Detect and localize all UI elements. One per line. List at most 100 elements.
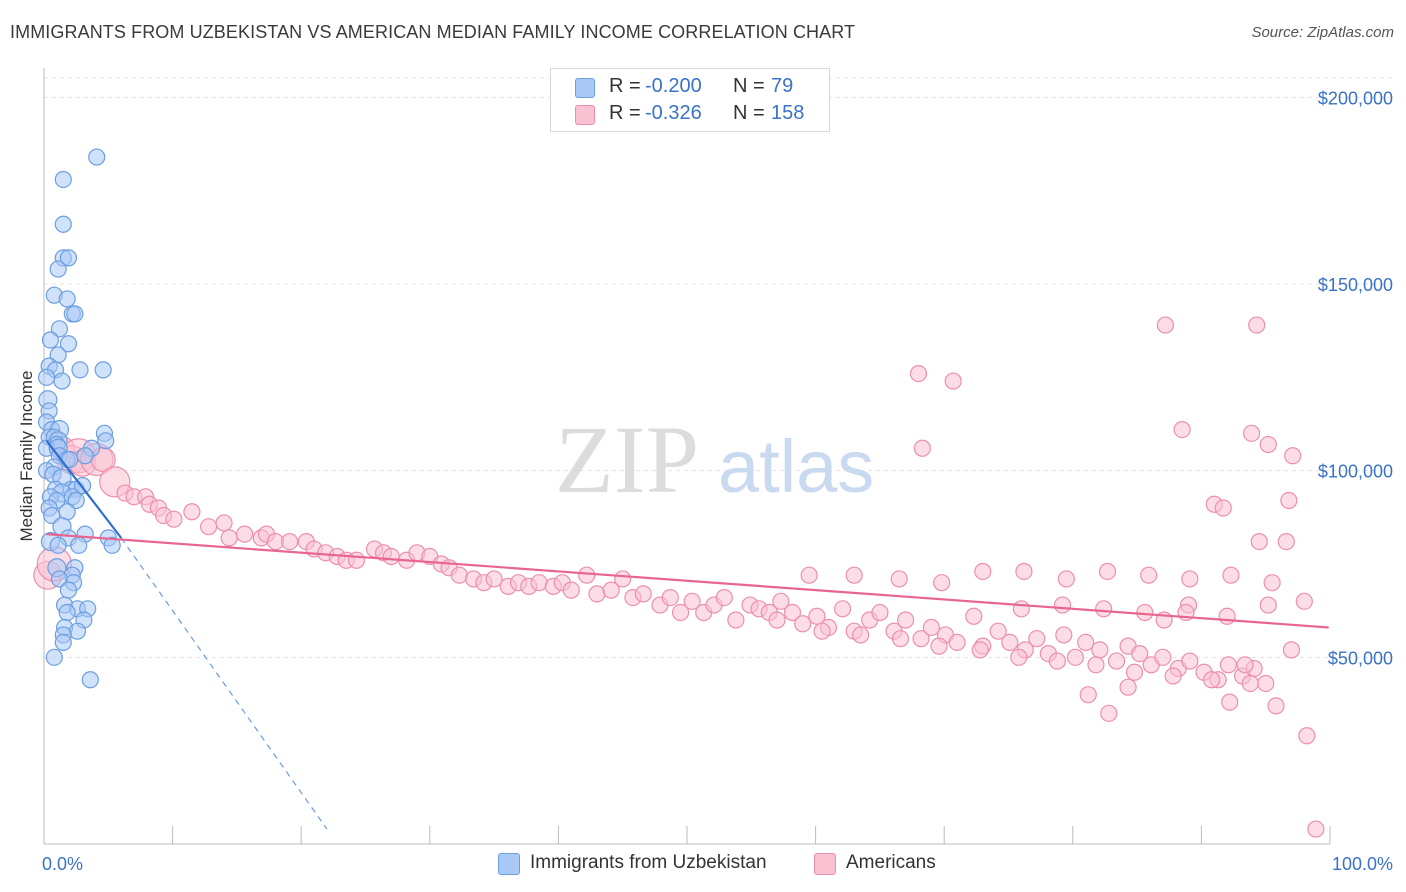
data-point bbox=[1248, 316, 1266, 334]
data-point bbox=[562, 581, 580, 599]
data-point bbox=[68, 622, 87, 640]
data-point bbox=[67, 491, 85, 510]
data-point bbox=[930, 637, 948, 655]
data-point bbox=[165, 510, 183, 528]
data-point bbox=[1015, 562, 1033, 581]
y-tick-label: $150,000 bbox=[1318, 275, 1393, 295]
data-point bbox=[97, 432, 115, 450]
data-point bbox=[1259, 596, 1277, 614]
data-point bbox=[41, 331, 60, 349]
data-point bbox=[1154, 648, 1172, 666]
data-point bbox=[909, 365, 928, 383]
data-point bbox=[49, 536, 67, 554]
data-point bbox=[1057, 570, 1075, 588]
data-point bbox=[897, 611, 915, 629]
data-point bbox=[59, 581, 78, 599]
data-point bbox=[1295, 592, 1313, 610]
chart-title: IMMIGRANTS FROM UZBEKISTAN VS AMERICAN M… bbox=[10, 22, 856, 42]
data-point bbox=[1156, 316, 1174, 334]
legend-r-value: -0.200 bbox=[645, 75, 702, 97]
data-point bbox=[450, 566, 468, 584]
data-point bbox=[1107, 652, 1126, 670]
americans-points bbox=[33, 316, 1325, 838]
data-point bbox=[1218, 607, 1236, 625]
legend-r-label: R = bbox=[609, 75, 641, 97]
data-point bbox=[1203, 671, 1221, 689]
bottom-legend-swatch-pink bbox=[814, 853, 836, 875]
legend-n-value: 158 bbox=[771, 102, 805, 124]
data-point bbox=[1136, 603, 1154, 622]
data-point bbox=[871, 603, 889, 622]
data-point bbox=[715, 588, 733, 607]
data-point bbox=[1119, 678, 1137, 696]
data-point bbox=[1263, 574, 1281, 592]
y-tick-label: $50,000 bbox=[1328, 648, 1393, 668]
data-point bbox=[1242, 424, 1261, 442]
x-tick-label-max: 100.0% bbox=[1332, 854, 1393, 874]
data-point bbox=[661, 588, 679, 607]
legend-swatch-pink bbox=[575, 105, 595, 125]
data-point bbox=[974, 562, 992, 581]
data-point bbox=[1066, 648, 1084, 666]
data-point bbox=[890, 570, 908, 588]
trend-lines bbox=[45, 440, 1329, 830]
bottom-legend-swatch-blue bbox=[498, 853, 520, 875]
data-point bbox=[1140, 566, 1158, 584]
data-point bbox=[1077, 633, 1095, 652]
data-point bbox=[1267, 697, 1285, 715]
data-point bbox=[768, 611, 786, 629]
data-point bbox=[965, 607, 983, 625]
data-point bbox=[834, 600, 852, 618]
data-point bbox=[50, 320, 69, 338]
data-point bbox=[1053, 596, 1072, 614]
data-point bbox=[1236, 656, 1254, 674]
data-point bbox=[1098, 562, 1117, 581]
data-point bbox=[103, 536, 121, 554]
data-point bbox=[59, 249, 78, 267]
legend-n-value: 79 bbox=[771, 75, 794, 97]
data-point bbox=[783, 603, 802, 622]
data-point bbox=[59, 335, 78, 353]
data-point bbox=[1012, 600, 1030, 618]
data-point bbox=[922, 618, 940, 637]
data-point bbox=[54, 633, 72, 652]
data-point bbox=[1181, 570, 1199, 588]
trend-line bbox=[45, 440, 123, 539]
data-point bbox=[70, 536, 88, 554]
data-point bbox=[485, 570, 503, 588]
data-point bbox=[37, 368, 56, 386]
data-point bbox=[614, 570, 632, 588]
data-point bbox=[1055, 626, 1073, 644]
data-point bbox=[1048, 652, 1066, 670]
data-point bbox=[794, 615, 812, 633]
data-point bbox=[989, 622, 1007, 640]
data-point bbox=[58, 603, 76, 622]
y-tick-label: $100,000 bbox=[1318, 462, 1393, 482]
data-point bbox=[1241, 674, 1259, 693]
trend-line-extension bbox=[120, 537, 328, 830]
data-point bbox=[808, 607, 826, 625]
watermark-atlas: atlas bbox=[718, 425, 874, 508]
data-point bbox=[54, 215, 72, 233]
data-point bbox=[1219, 656, 1238, 674]
data-point bbox=[971, 641, 989, 659]
data-point bbox=[944, 372, 962, 390]
data-point bbox=[281, 532, 299, 551]
data-point bbox=[1173, 421, 1191, 439]
data-point bbox=[602, 581, 620, 599]
data-point bbox=[1277, 532, 1295, 551]
data-point bbox=[1257, 674, 1275, 693]
data-point bbox=[81, 671, 99, 689]
data-point bbox=[683, 592, 701, 610]
data-point bbox=[800, 566, 818, 584]
data-point bbox=[58, 290, 76, 308]
data-point bbox=[634, 585, 652, 603]
data-point bbox=[1125, 663, 1144, 681]
data-point bbox=[200, 518, 218, 536]
data-point bbox=[1100, 704, 1118, 722]
data-point bbox=[76, 447, 94, 465]
data-point bbox=[671, 603, 690, 622]
data-point bbox=[948, 633, 966, 652]
legend-n-label: N = bbox=[733, 75, 765, 97]
